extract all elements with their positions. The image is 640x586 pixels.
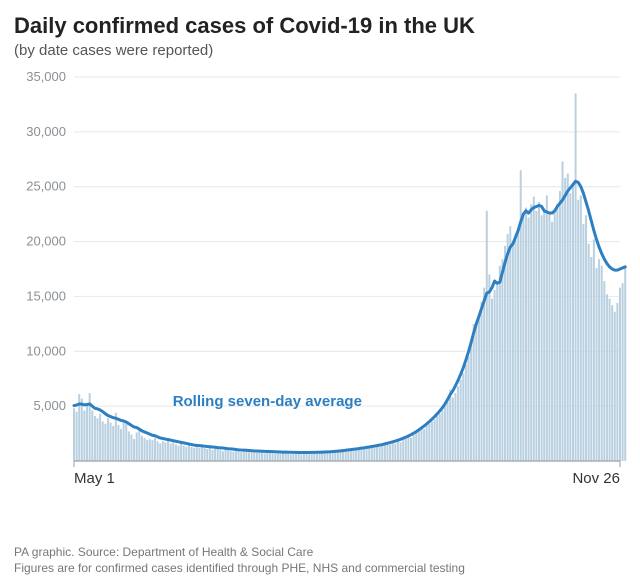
y-tick-label: 10,000 <box>26 343 66 358</box>
chart-svg: 5,000 10,000 15,000 20,000 25,000 30,000 35,00… <box>14 69 628 509</box>
y-tick-label: 15,000 <box>26 289 66 304</box>
chart-footer: PA graphic. Source: Department of Health… <box>14 544 465 576</box>
x-end-label: Nov 26 <box>572 470 620 487</box>
y-tick-label: 30,000 <box>26 124 66 139</box>
y-tick-label: 25,000 <box>26 179 66 194</box>
y-tick-label: 35,000 <box>26 69 66 84</box>
x-start-label: May 1 <box>74 470 115 487</box>
footer-line-source: PA graphic. Source: Department of Health… <box>14 544 465 560</box>
chart-subtitle: (by date cases were reported) <box>14 42 628 59</box>
chart-area: 5,000 10,000 15,000 20,000 25,000 30,000 35,00… <box>14 69 628 509</box>
rolling-average-annotation: Rolling seven-day average <box>173 393 362 410</box>
footer-line-notes: Figures are for confirmed cases identifi… <box>14 560 465 576</box>
chart-title: Daily confirmed cases of Covid-19 in the… <box>14 14 628 38</box>
y-tick-label: 20,000 <box>26 234 66 249</box>
y-tick-label: 5,000 <box>33 398 66 413</box>
